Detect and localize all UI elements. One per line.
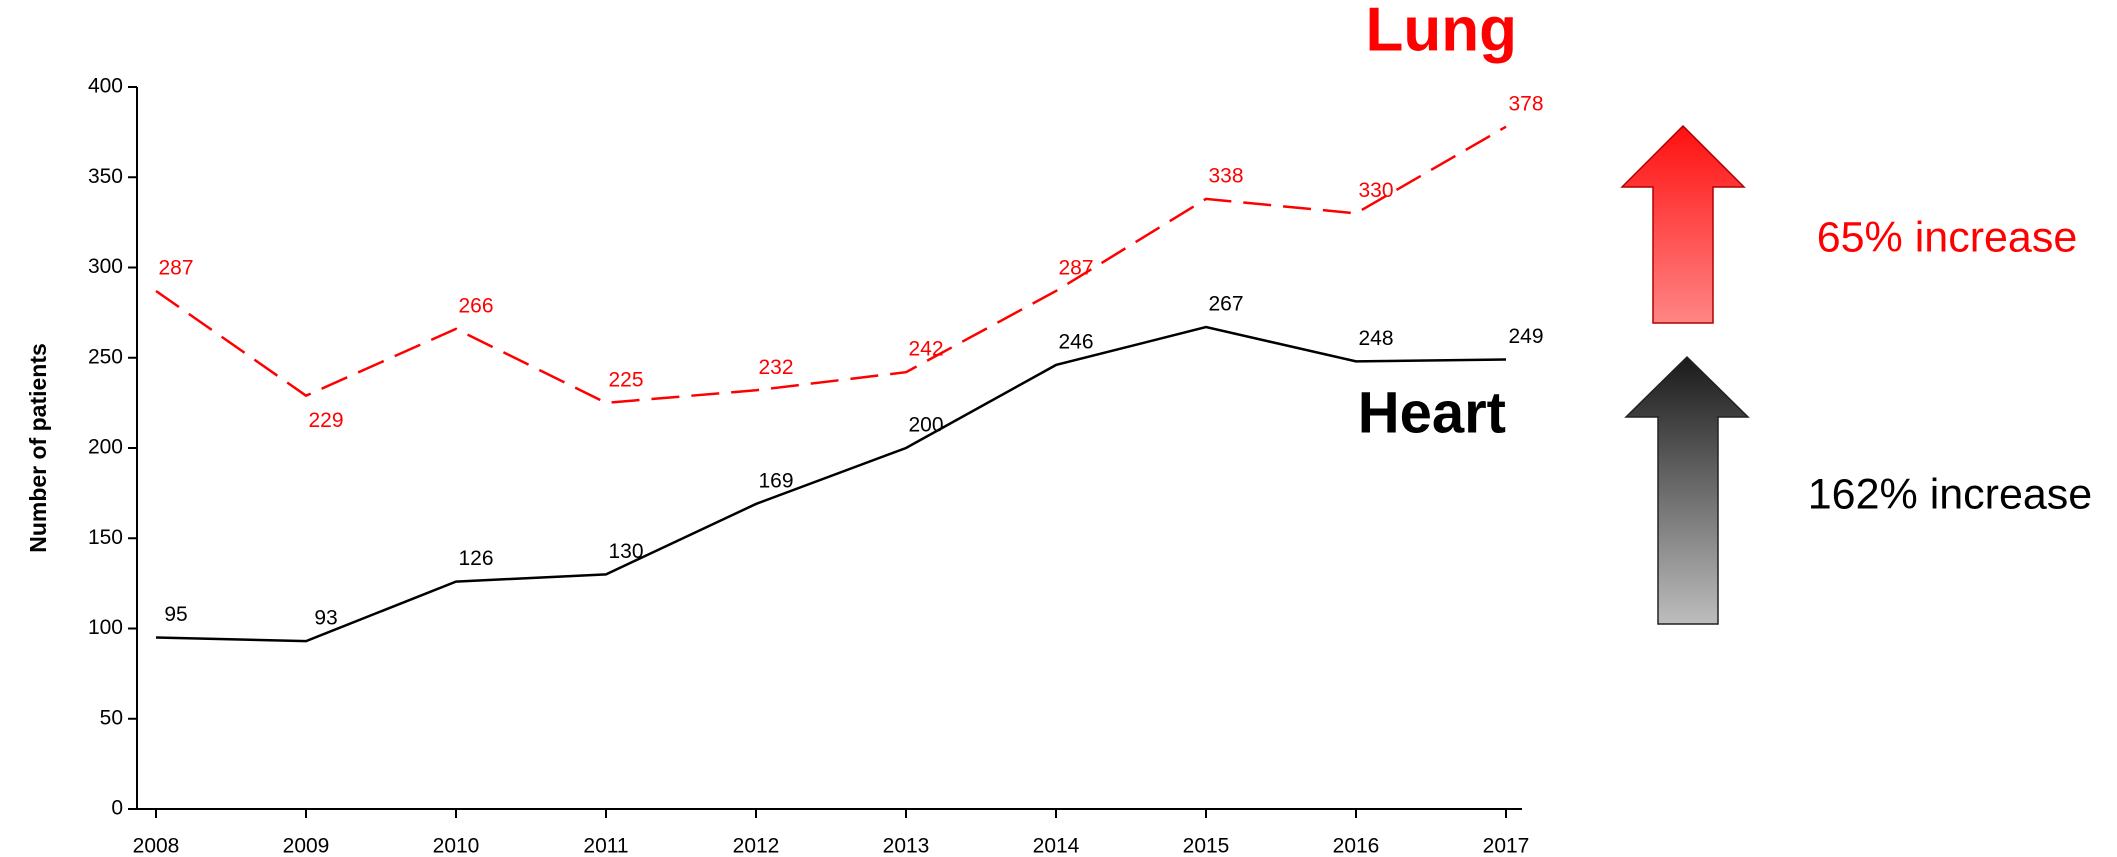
- data-label: 249: [1508, 325, 1543, 348]
- data-label: 378: [1508, 92, 1543, 115]
- y-tick-label: 100: [88, 616, 123, 639]
- data-label: 93: [314, 607, 337, 630]
- y-tick-label: 300: [88, 255, 123, 278]
- data-label: 330: [1358, 179, 1393, 202]
- series-label: Heart: [1358, 380, 1506, 445]
- data-label: 130: [608, 540, 643, 563]
- x-tick-label: 2015: [1183, 835, 1230, 857]
- x-tick-label: 2014: [1033, 835, 1080, 857]
- y-tick-label: 200: [88, 436, 123, 459]
- annotation: 65% increase: [1817, 213, 2078, 261]
- y-tick-label: 0: [111, 797, 123, 820]
- data-label: 126: [458, 547, 493, 570]
- x-tick-label: 2017: [1483, 835, 1530, 857]
- x-tick-label: 2008: [133, 835, 180, 857]
- y-tick-label: 400: [88, 75, 123, 98]
- series-label: Lung: [1366, 0, 1518, 64]
- arrow-up: [1620, 124, 1746, 324]
- arrow-up: [1624, 355, 1750, 625]
- line: [155, 325, 1507, 643]
- data-label: 242: [908, 338, 943, 361]
- x-tick-label: 2016: [1333, 835, 1380, 857]
- data-label: 200: [908, 414, 943, 437]
- y-tick-label: 150: [88, 526, 123, 549]
- x-tick-label: 2012: [733, 835, 780, 857]
- data-label: 246: [1058, 331, 1093, 354]
- data-label: 287: [1058, 257, 1093, 280]
- data-label: 287: [158, 257, 193, 280]
- data-label: 225: [608, 368, 643, 391]
- y-tick-label: 50: [100, 706, 123, 729]
- line: [155, 125, 1507, 405]
- data-label: 95: [164, 603, 187, 626]
- x-tick-label: 2009: [283, 835, 330, 857]
- y-axis-label: Number of patients: [25, 343, 51, 553]
- data-label: 338: [1208, 164, 1243, 187]
- x-tick-label: 2010: [433, 835, 480, 857]
- data-label: 266: [458, 294, 493, 317]
- data-label: 229: [308, 409, 343, 432]
- y-tick-label: 250: [88, 345, 123, 368]
- annotation: 162% increase: [1808, 470, 2092, 518]
- y-tick-label: 350: [88, 165, 123, 188]
- x-tick-label: 2011: [583, 835, 628, 857]
- x-tick-label: 2013: [883, 835, 930, 857]
- data-label: 169: [758, 470, 793, 493]
- data-label: 248: [1358, 327, 1393, 350]
- data-label: 267: [1208, 293, 1243, 316]
- data-label: 232: [758, 356, 793, 379]
